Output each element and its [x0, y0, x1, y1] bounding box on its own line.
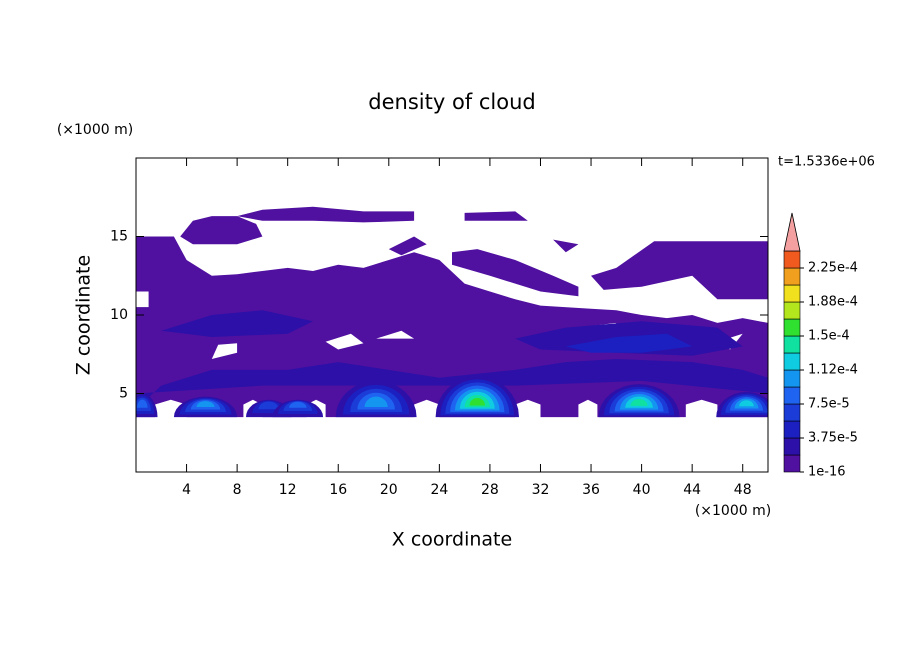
contour-region [388, 236, 427, 256]
contour-region [237, 206, 415, 223]
x-tick-label: 40 [633, 482, 651, 498]
x-unit: (×1000 m) [695, 503, 771, 519]
contour-region [739, 400, 754, 407]
colorbar-band [783, 250, 801, 269]
colorbar-label: 7.5e-5 [808, 397, 850, 412]
contour-region [161, 310, 313, 337]
gap [578, 399, 598, 419]
gap [211, 343, 238, 359]
colorbar-band [783, 301, 801, 320]
colorbar-label: 1e-16 [808, 465, 846, 480]
chart-title: density of cloud [368, 90, 535, 114]
colorbar-band [783, 318, 801, 337]
gap [136, 291, 149, 308]
y-tick-label: 15 [110, 229, 128, 245]
contour-region [591, 241, 768, 300]
contour-region [469, 398, 485, 406]
contour-region [553, 239, 579, 253]
x-tick-label: 44 [683, 482, 701, 498]
gap [685, 399, 718, 419]
colorbar-band [783, 369, 801, 388]
gap [414, 399, 440, 419]
x-tick-label: 48 [734, 482, 752, 498]
gap [376, 330, 415, 339]
contour-region [258, 401, 279, 410]
colorbar-band [783, 437, 801, 456]
colorbar-band [783, 386, 801, 405]
x-tick-label: 36 [582, 482, 600, 498]
x-tick-label: 20 [380, 482, 398, 498]
colorbar-band [783, 335, 801, 354]
x-tick-label: 16 [329, 482, 347, 498]
x-tick-label: 8 [233, 482, 242, 498]
y-tick-label: 5 [119, 386, 128, 402]
colorbar-band [783, 352, 801, 371]
field [136, 206, 768, 419]
x-tick-label: 12 [279, 482, 297, 498]
colorbar-band [783, 420, 801, 439]
colorbar-band [783, 267, 801, 286]
contour-region [136, 359, 768, 410]
contour-region [452, 249, 579, 297]
x-label: X coordinate [392, 529, 512, 551]
contour-region [630, 399, 648, 406]
contour-region [464, 211, 528, 221]
gap [515, 399, 541, 419]
contour-region [289, 401, 307, 408]
colorbar-band [783, 454, 801, 473]
annotation: t=1.5336e+06 [778, 155, 875, 170]
contour-region [196, 401, 215, 407]
contour-region [565, 333, 693, 353]
x-tick-label: 4 [182, 482, 191, 498]
y-label: Z coordinate [73, 255, 95, 375]
colorbar-label: 1.5e-4 [808, 329, 850, 344]
colorbar-label: 2.25e-4 [808, 261, 858, 276]
x-tick-label: 28 [481, 482, 499, 498]
colorbar-label: 1.12e-4 [808, 363, 858, 378]
contour-region [137, 399, 148, 408]
contour-region [180, 216, 263, 245]
x-tick-label: 32 [532, 482, 550, 498]
colorbar-label: 1.88e-4 [808, 295, 858, 310]
colorbar-band [783, 284, 801, 303]
gap [325, 333, 364, 350]
colorbar-band [783, 403, 801, 422]
x-tick-label: 24 [430, 482, 448, 498]
y-tick-label: 10 [110, 307, 128, 323]
colorbar-extend [783, 212, 801, 252]
colorbar-label: 3.75e-5 [808, 431, 858, 446]
y-unit: (×1000 m) [57, 122, 133, 138]
contour-region [364, 396, 388, 407]
